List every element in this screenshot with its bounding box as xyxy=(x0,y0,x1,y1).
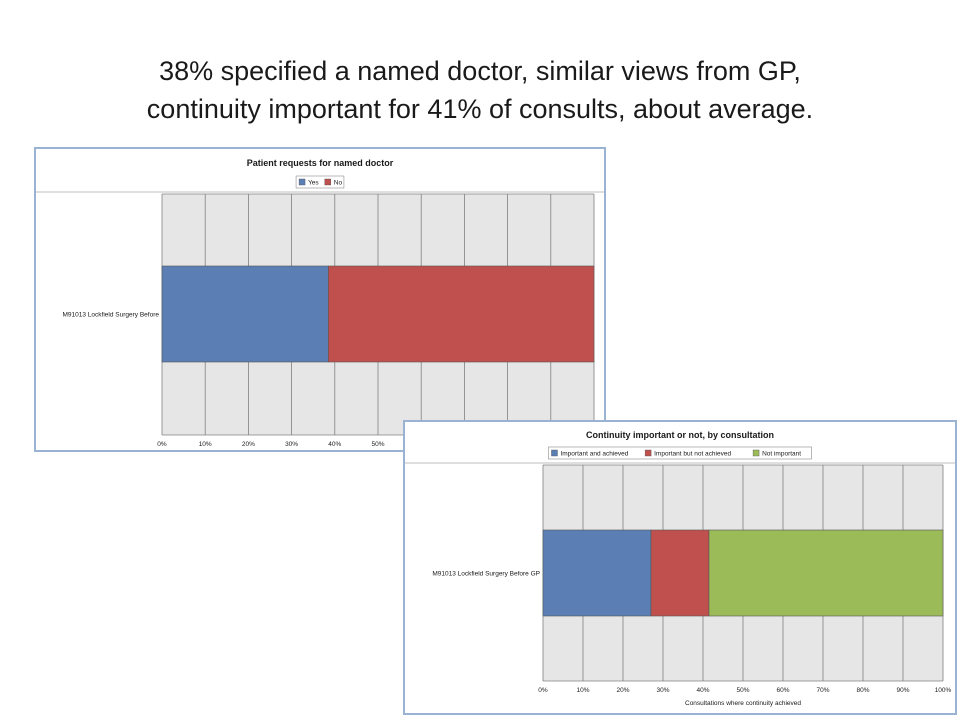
bar-segment-yes xyxy=(161,265,329,363)
slide-title-line-2: continuity important for 41% of consults… xyxy=(146,94,814,124)
legend-label-important-and-achieved: Important and achieved xyxy=(560,451,628,458)
legend-swatch-no xyxy=(324,178,331,186)
named-doctor-chart-svg: Patient requests for named doctor Yes No … xyxy=(36,158,604,448)
category-label: M91013 Lockfield Surgery Before xyxy=(63,312,160,319)
x-tick-label: 10% xyxy=(576,687,589,694)
x-tick-label: 50% xyxy=(371,441,384,448)
x-tick-label: 20% xyxy=(616,687,629,694)
chart-title: Continuity important or not, by consulta… xyxy=(586,430,774,440)
continuity-chart-svg: Continuity important or not, by consulta… xyxy=(405,430,955,707)
bar-segment-important-but-not-achieved xyxy=(650,529,710,617)
x-axis-label: Consultations where continuity achieved xyxy=(685,700,801,707)
x-tick-label: 40% xyxy=(328,441,341,448)
slide-title: 38% specified a named doctor, similar vi… xyxy=(40,52,920,128)
x-tick-label: 80% xyxy=(856,687,869,694)
named-doctor-chart: Patient requests for named doctor Yes No … xyxy=(34,147,606,452)
legend-label-no: No xyxy=(334,180,343,187)
x-tick-label: 90% xyxy=(896,687,909,694)
bar-segment-no xyxy=(328,265,595,363)
legend-label-not-important: Not important xyxy=(762,451,801,458)
x-tick-label: 30% xyxy=(656,687,669,694)
x-tick-label: 0% xyxy=(538,687,548,694)
legend-box xyxy=(548,446,812,460)
plot-area: 0%10%20%30%40%50%60%70%80%90%100%M91013 … xyxy=(63,193,603,448)
bar-segment-important-and-achieved xyxy=(542,529,652,617)
category-label: M91013 Lockfield Surgery Before GP xyxy=(432,571,540,578)
legend-swatch-yes xyxy=(298,178,306,186)
legend-label-important-but-not-achieved: Important but not achieved xyxy=(654,451,731,458)
x-tick-label: 30% xyxy=(285,441,298,448)
legend-box xyxy=(295,175,345,189)
x-tick-label: 0% xyxy=(157,441,167,448)
plot-area: 0% 10% 20% 30% 40% 50% 60% 70% 80% 90% 100% M91013 … xyxy=(432,464,952,707)
slide-title-line-1: 38% specified a named doctor, similar vi… xyxy=(159,56,801,86)
x-tick-label: 100% xyxy=(935,687,952,694)
x-tick-label: 40% xyxy=(696,687,709,694)
x-tick-label: 60% xyxy=(776,687,789,694)
chart-legend: Important and achieved Important but not … xyxy=(548,446,812,460)
chart-title: Patient requests for named doctor xyxy=(247,158,394,168)
x-tick-label: 20% xyxy=(242,441,255,448)
chart-legend: Yes No xyxy=(295,175,345,189)
bar-segment-not-important xyxy=(708,529,944,617)
legend-swatch-important-and-achieved xyxy=(551,449,558,457)
x-tick-label: 50% xyxy=(736,687,749,694)
x-tick-label: 70% xyxy=(816,687,829,694)
legend-label-yes: Yes xyxy=(308,180,319,187)
legend-swatch-important-but-not-achieved xyxy=(644,449,652,457)
continuity-chart: Continuity important or not, by consulta… xyxy=(403,420,957,715)
x-tick-label: 10% xyxy=(199,441,212,448)
legend-swatch-not-important xyxy=(752,449,760,457)
